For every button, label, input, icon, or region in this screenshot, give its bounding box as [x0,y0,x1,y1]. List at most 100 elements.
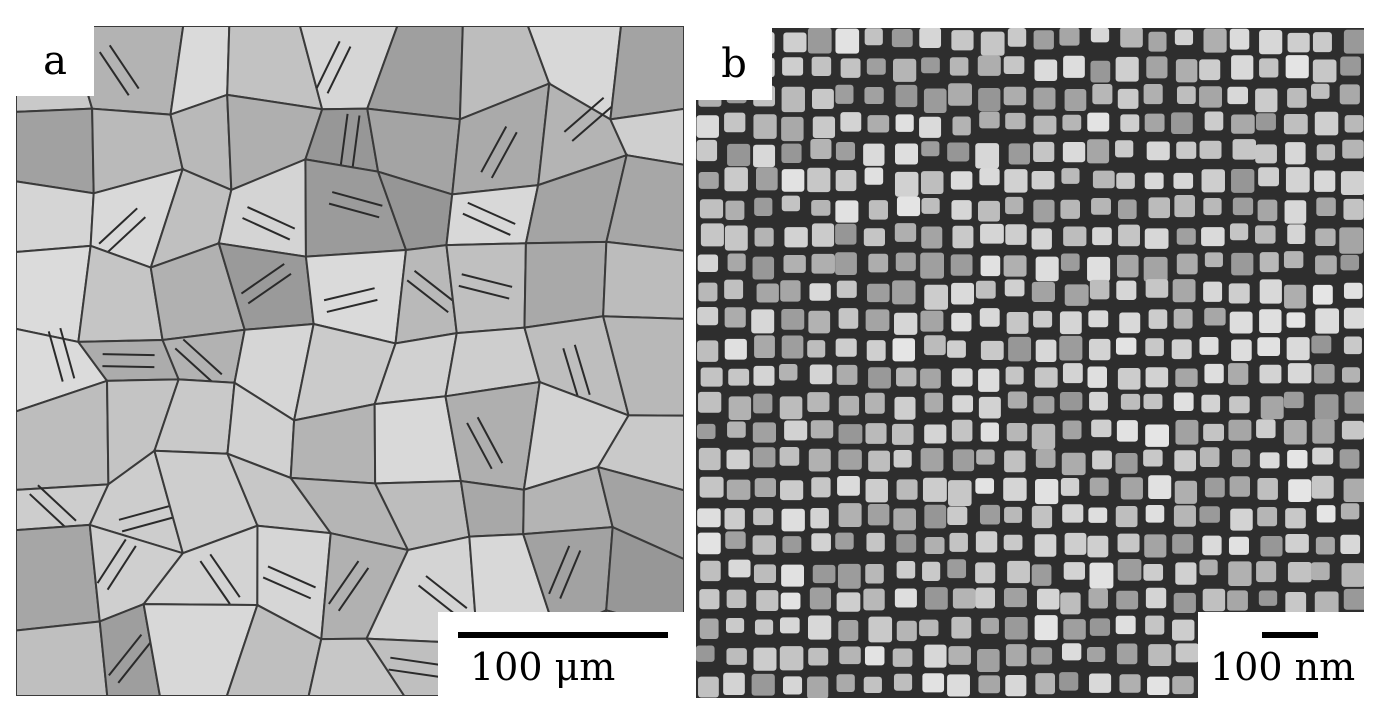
cuboid-precipitate [1340,534,1361,555]
twin-boundary [98,51,130,96]
cuboid-precipitate [1176,141,1197,159]
cuboid-precipitate [865,478,888,503]
cuboid-precipitate [864,167,884,185]
cuboid-precipitate [1144,113,1165,132]
cuboid-precipitate [1229,28,1250,50]
cuboid-precipitate [948,480,972,506]
grain [523,240,608,329]
twin-boundary [548,545,571,595]
cuboid-precipitate [697,340,719,362]
cuboid-precipitate [1314,394,1339,421]
cuboid-precipitate [924,284,949,310]
twin-boundary [571,106,613,142]
cuboid-precipitate [923,88,947,114]
twin-boundary [118,505,170,521]
cuboid-precipitate [950,171,973,190]
cuboid-precipitate [1202,535,1222,556]
cuboid-precipitate [1255,113,1276,131]
cuboid-precipitate [924,424,947,444]
cuboid-precipitate [1087,112,1110,132]
cuboid-precipitate [784,227,808,248]
cuboid-precipitate [1173,392,1194,412]
cuboid-precipitate [891,423,914,445]
cuboid-precipitate [1229,396,1250,414]
cuboid-precipitate [1343,588,1364,610]
cuboid-precipitate [1090,28,1110,43]
cuboid-precipitate [1287,363,1312,384]
cuboid-precipitate [868,616,893,643]
cuboid-precipitate [1285,55,1309,79]
cuboid-precipitate [1257,477,1278,500]
cuboid-precipitate [1344,391,1364,414]
cuboid-precipitate [1005,644,1027,667]
cuboid-precipitate [1005,366,1024,385]
twin-boundary [490,131,518,179]
cuboid-precipitate [838,424,863,444]
cuboid-precipitate [1007,391,1028,409]
twin-boundary [573,344,591,396]
cuboid-precipitate [947,340,966,358]
cuboid-precipitate [1089,618,1111,636]
cuboid-precipitate [727,143,751,167]
cuboid-precipitate [724,279,744,300]
grain [596,465,684,561]
cuboid-precipitate [837,476,860,496]
cuboid-precipitate [980,617,999,634]
cuboid-precipitate [1202,588,1226,612]
cuboid-precipitate [1059,28,1080,46]
cuboid-precipitate [893,508,916,531]
cuboid-precipitate [1148,197,1171,219]
cuboid-precipitate [781,143,802,163]
cuboid-precipitate [1203,197,1222,216]
cuboid-precipitate [725,617,745,633]
cuboid-precipitate [1256,561,1277,583]
cuboid-precipitate [1315,536,1335,555]
cuboid-precipitate [1147,676,1170,695]
cuboid-precipitate [920,448,944,472]
cuboid-precipitate [1257,337,1281,357]
cuboid-precipitate [1257,199,1278,222]
cuboid-precipitate [1176,253,1198,275]
cuboid-precipitate [1115,452,1138,474]
cuboid-precipitate [863,676,882,694]
twin-boundary [406,279,449,314]
cuboid-precipitate [783,254,806,273]
cuboid-precipitate [700,367,723,387]
cuboid-precipitate [1311,335,1332,354]
grain [16,523,101,632]
cuboid-precipitate [947,559,967,579]
cuboid-precipitate [1316,197,1336,217]
twin-boundary [108,634,143,676]
twin-boundary [37,484,77,522]
cuboid-precipitate [836,674,855,693]
twin-boundary [199,560,231,605]
cuboid-precipitate [779,617,800,634]
cuboid-precipitate [1259,279,1282,304]
cuboid-precipitate [1199,559,1218,576]
cuboid-precipitate [1064,88,1087,112]
cuboid-precipitate [1203,423,1225,442]
cuboid-precipitate [1173,592,1196,614]
cuboid-precipitate [1143,393,1163,410]
cuboid-precipitate [1174,480,1198,504]
grain [459,479,525,538]
cuboid-precipitate [980,31,1005,56]
cuboid-precipitate [753,144,776,168]
cuboid-precipitate [1203,281,1223,302]
cuboid-precipitate [1259,364,1282,384]
cuboid-precipitate [723,672,745,696]
cuboid-precipitate [835,84,854,104]
cuboid-precipitate [838,449,862,470]
cuboid-precipitate [1259,309,1282,333]
cuboid-precipitate [752,535,776,555]
cuboid-precipitate [1173,308,1193,329]
twin-boundary [247,272,292,305]
cuboid-precipitate [1115,56,1139,82]
cuboid-precipitate [863,588,885,611]
cuboid-precipitate [868,450,890,472]
twin-boundary [108,44,140,90]
twin-boundary [388,668,441,678]
cuboid-precipitate [1115,140,1134,158]
cuboid-precipitate [896,367,917,387]
cuboid-precipitate [1340,171,1364,196]
